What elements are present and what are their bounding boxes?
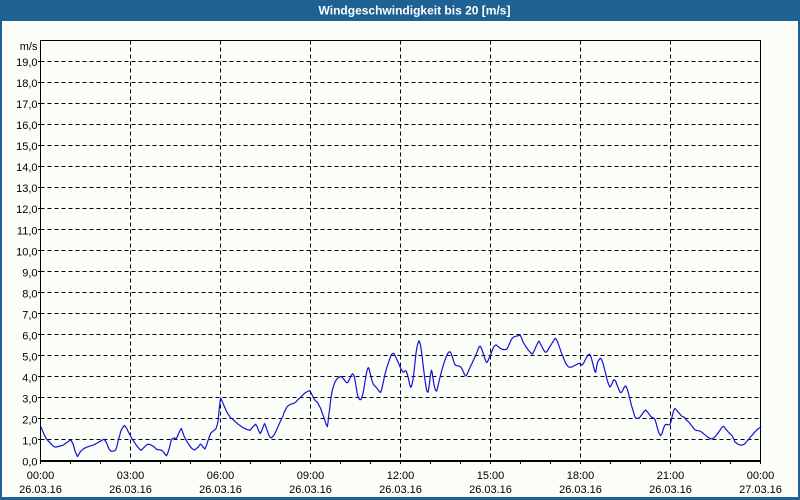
svg-text:11,0: 11,0 bbox=[17, 225, 38, 237]
svg-text:00:00: 00:00 bbox=[27, 470, 55, 482]
svg-text:26.03.16: 26.03.16 bbox=[559, 484, 602, 496]
svg-text:18,0: 18,0 bbox=[16, 78, 37, 90]
svg-text:03:00: 03:00 bbox=[117, 470, 145, 482]
svg-text:09:00: 09:00 bbox=[297, 470, 325, 482]
svg-text:13,0: 13,0 bbox=[16, 183, 37, 195]
svg-text:26.03.16: 26.03.16 bbox=[379, 484, 422, 496]
svg-text:m/s: m/s bbox=[20, 41, 38, 53]
svg-text:3,0: 3,0 bbox=[22, 394, 37, 406]
svg-text:19,0: 19,0 bbox=[16, 57, 37, 69]
svg-text:26.03.16: 26.03.16 bbox=[649, 484, 692, 496]
svg-text:10,0: 10,0 bbox=[16, 246, 37, 258]
svg-text:7,0: 7,0 bbox=[22, 309, 37, 321]
svg-text:26.03.16: 26.03.16 bbox=[289, 484, 332, 496]
svg-text:21:00: 21:00 bbox=[657, 470, 685, 482]
svg-text:16,0: 16,0 bbox=[16, 120, 37, 132]
svg-text:1,0: 1,0 bbox=[22, 436, 37, 448]
svg-text:00:00: 00:00 bbox=[747, 470, 775, 482]
svg-text:6,0: 6,0 bbox=[22, 330, 37, 342]
svg-text:0,0: 0,0 bbox=[22, 457, 37, 469]
svg-text:26.03.16: 26.03.16 bbox=[469, 484, 512, 496]
svg-text:06:00: 06:00 bbox=[207, 470, 235, 482]
svg-text:Windgeschwindigkeit bis 20 [m/: Windgeschwindigkeit bis 20 [m/s] bbox=[319, 4, 511, 18]
svg-text:2,0: 2,0 bbox=[22, 415, 37, 427]
svg-text:5,0: 5,0 bbox=[22, 352, 37, 364]
svg-text:26.03.16: 26.03.16 bbox=[199, 484, 242, 496]
svg-text:17,0: 17,0 bbox=[16, 99, 37, 111]
svg-text:15,0: 15,0 bbox=[16, 141, 37, 153]
svg-text:26.03.16: 26.03.16 bbox=[19, 484, 62, 496]
svg-text:12:00: 12:00 bbox=[387, 470, 415, 482]
svg-text:26.03.16: 26.03.16 bbox=[109, 484, 152, 496]
svg-text:12,0: 12,0 bbox=[16, 204, 37, 216]
svg-text:8,0: 8,0 bbox=[22, 288, 37, 300]
svg-text:14,0: 14,0 bbox=[16, 162, 37, 174]
svg-text:4,0: 4,0 bbox=[22, 373, 37, 385]
svg-text:9,0: 9,0 bbox=[22, 267, 37, 279]
svg-text:18:00: 18:00 bbox=[567, 470, 595, 482]
svg-text:15:00: 15:00 bbox=[477, 470, 505, 482]
svg-text:27.03.16: 27.03.16 bbox=[739, 484, 782, 496]
